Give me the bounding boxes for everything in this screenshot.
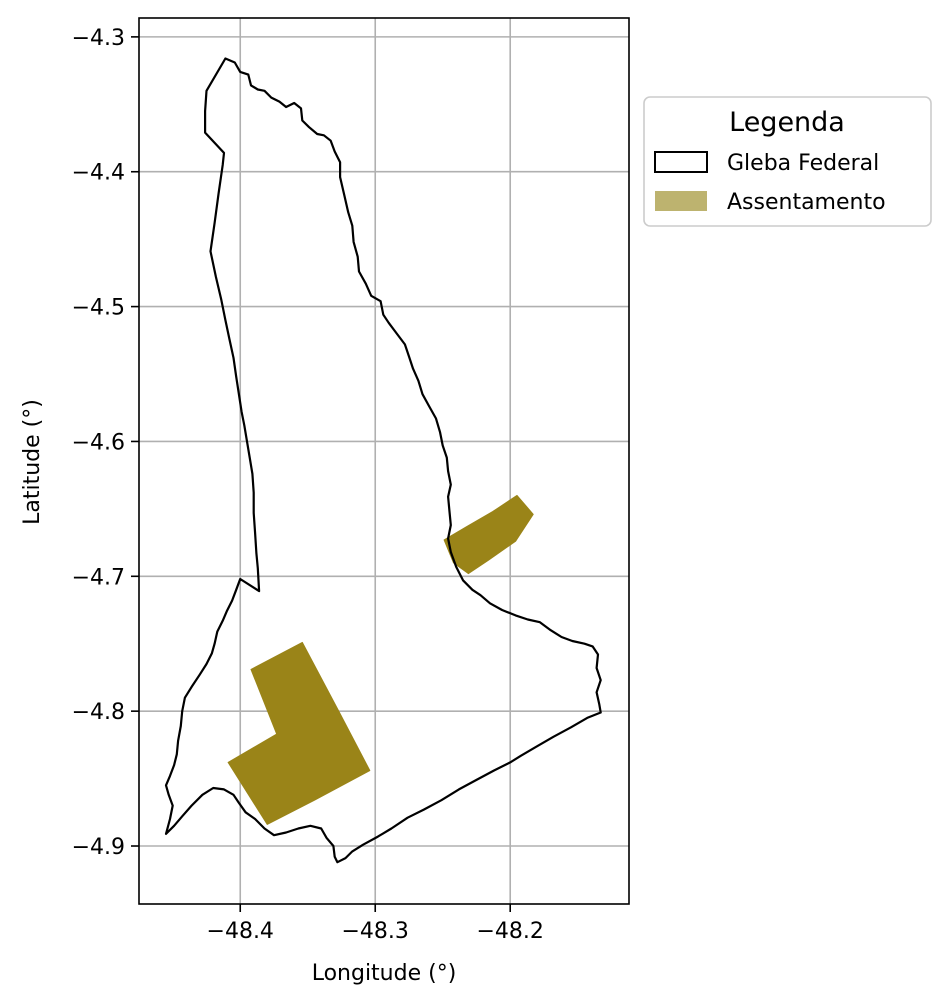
x-axis-title: Longitude (°) xyxy=(312,961,457,986)
y-tick-label: −4.3 xyxy=(72,26,125,51)
y-tick-label: −4.7 xyxy=(72,565,125,590)
assentamento-polygon xyxy=(443,494,534,575)
legend: Legenda Gleba Federal Assentamento xyxy=(643,96,932,227)
plot-background xyxy=(139,18,629,904)
x-tick-label: −48.4 xyxy=(207,919,274,944)
grid-layer xyxy=(139,18,629,904)
x-tick-label: −48.2 xyxy=(477,919,544,944)
plot-area xyxy=(138,17,630,905)
legend-swatch-gleba-federal xyxy=(654,151,708,173)
y-tick-label: −4.4 xyxy=(72,161,125,186)
y-tick-label: −4.8 xyxy=(72,700,125,725)
legend-frame xyxy=(643,96,932,227)
legend-title: Legenda xyxy=(729,107,845,138)
y-tick-label: −4.6 xyxy=(72,430,125,455)
legend-swatch-assentamento xyxy=(655,191,707,211)
assentamento-layer xyxy=(227,494,534,825)
legend-label-assentamento: Assentamento xyxy=(727,190,886,215)
gleba-federal-layer xyxy=(164,57,602,864)
axes-layer: −48.4 −48.3 −48.2 −4.3 −4.4 −4.5 −4.6 −4.7 −4.8 −… xyxy=(72,26,544,944)
y-tick-label: −4.5 xyxy=(72,296,125,321)
y-tick-label: −4.9 xyxy=(72,835,125,860)
gleba-federal-outline xyxy=(164,57,602,864)
x-tick-label: −48.3 xyxy=(342,919,409,944)
y-axis-title: Latitude (°) xyxy=(20,399,45,525)
plot-frame xyxy=(138,17,630,905)
assentamento-polygon xyxy=(227,641,371,825)
legend-label-gleba-federal: Gleba Federal xyxy=(727,151,879,176)
